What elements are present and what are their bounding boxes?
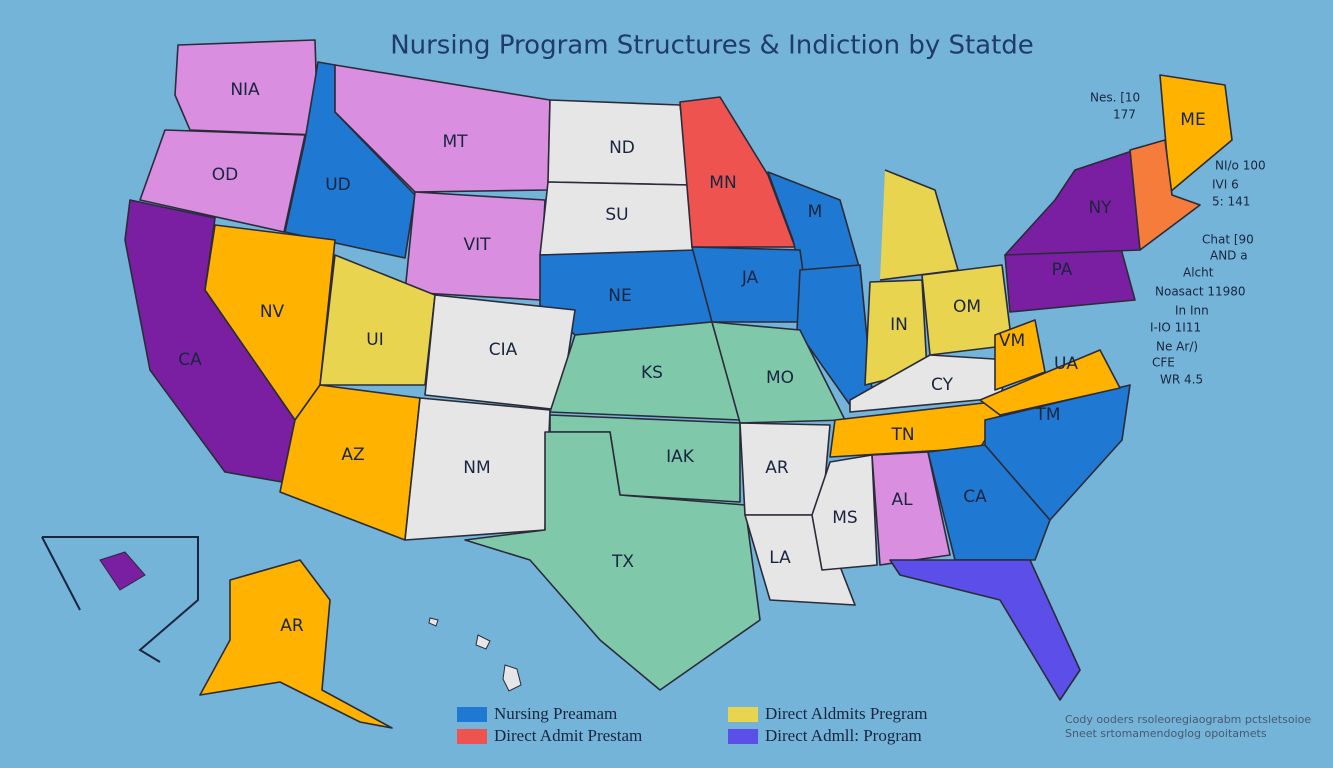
state-shape xyxy=(927,444,1051,561)
annotation: 5: 141 xyxy=(1212,195,1250,209)
state-label: NE xyxy=(608,286,631,306)
state-shape xyxy=(1004,149,1141,256)
state-shape xyxy=(879,169,959,281)
state-label: NY xyxy=(1088,198,1112,218)
legend-label: Direct Admit Prestam xyxy=(494,726,642,745)
state-label: ND xyxy=(609,138,635,158)
annotation: Chat [90 xyxy=(1202,233,1254,247)
state-label: UD xyxy=(325,175,351,195)
state-shape xyxy=(464,431,761,691)
annotation: 177 xyxy=(1113,108,1136,122)
annotation: WR 4.5 xyxy=(1160,373,1203,387)
legend-label: Nursing Preamam xyxy=(494,704,617,723)
state-label: MO xyxy=(766,368,794,388)
annotation: NI/o 100 xyxy=(1215,159,1266,173)
state-label: NIA xyxy=(230,80,260,100)
inset-frame xyxy=(41,536,199,663)
state-label: ME xyxy=(1180,110,1205,130)
annotation: IVI 6 xyxy=(1212,178,1239,192)
state-label: MN xyxy=(709,173,736,193)
annotation: Nes. [10 xyxy=(1090,91,1140,105)
map-title: Nursing Program Structures & Indiction b… xyxy=(390,31,1034,61)
islands xyxy=(428,617,522,692)
legend-swatch xyxy=(728,707,758,722)
state-label: CA xyxy=(178,350,202,370)
state-shape xyxy=(1129,139,1201,251)
footnote-line: Cody ooders rsoleoregiaograbm pctsletsoi… xyxy=(1065,713,1311,726)
legend-label: Direct Aldmits Pregram xyxy=(765,704,927,723)
annotation: AND a xyxy=(1210,249,1248,263)
annotation: I-IO 1I11 xyxy=(1150,321,1201,335)
state-label: TM xyxy=(1034,405,1060,425)
state-shape xyxy=(199,559,393,729)
legend-swatch xyxy=(728,729,758,744)
state-label: AR xyxy=(765,458,789,478)
state-label: MT xyxy=(442,132,468,152)
state-label: AZ xyxy=(341,445,364,465)
legend-label: Direct Admll: Program xyxy=(765,726,922,745)
state-label: PA xyxy=(1052,260,1073,280)
state-label: OD xyxy=(212,165,238,185)
state-label: MS xyxy=(832,508,857,528)
state-shape xyxy=(811,454,878,571)
footnote: Cody ooders rsoleoregiaograbm pctsletsoi… xyxy=(1065,713,1311,740)
annotation: CFE xyxy=(1152,356,1175,370)
state-label: UI xyxy=(366,330,383,350)
state-label: M xyxy=(808,202,823,222)
state-label: IN xyxy=(890,315,908,335)
inset-shape xyxy=(99,551,146,591)
legend: Nursing Preamam Direct Admit Prestam Direc… xyxy=(457,704,927,745)
annotation: Ne Ar/) xyxy=(1156,340,1198,354)
annotations: Nes. [10 177 NI/o 100 IVI 6 5: 141 Chat [90 AN… xyxy=(1090,91,1266,387)
legend-swatch xyxy=(457,729,487,744)
annotation: Alcht xyxy=(1183,266,1214,280)
state-label: AR xyxy=(280,616,304,636)
state-label: CIA xyxy=(489,340,518,360)
state-shape xyxy=(979,349,1121,416)
state-label: VM xyxy=(999,331,1025,351)
state-label: KS xyxy=(641,363,663,383)
state-shape xyxy=(139,129,306,233)
state-shape xyxy=(279,384,421,541)
state-label: IAK xyxy=(666,447,695,467)
footnote-line: Sneet srtomamendoglog opoitamets xyxy=(1065,727,1267,740)
state-label: AL xyxy=(891,490,913,510)
state-label: CA xyxy=(963,487,987,507)
state-label: SU xyxy=(605,205,628,225)
state-label: LA xyxy=(769,548,791,568)
state-shape xyxy=(889,559,1081,701)
state-label: VIT xyxy=(463,235,491,255)
state-label: NV xyxy=(260,302,285,322)
state-label: TX xyxy=(611,552,634,572)
state-label: CY xyxy=(931,375,954,395)
state-label: NM xyxy=(463,458,490,478)
legend-swatch xyxy=(457,707,487,722)
annotation: In Inn xyxy=(1175,304,1209,318)
state-shape xyxy=(334,64,551,193)
state-shape xyxy=(319,254,436,386)
state-label: UA xyxy=(1054,354,1078,374)
state-label: OM xyxy=(953,297,981,317)
state-shape xyxy=(994,319,1046,391)
state-label: TN xyxy=(890,425,914,445)
state-label: JA xyxy=(741,268,759,288)
annotation: Noasact 11980 xyxy=(1155,285,1246,299)
